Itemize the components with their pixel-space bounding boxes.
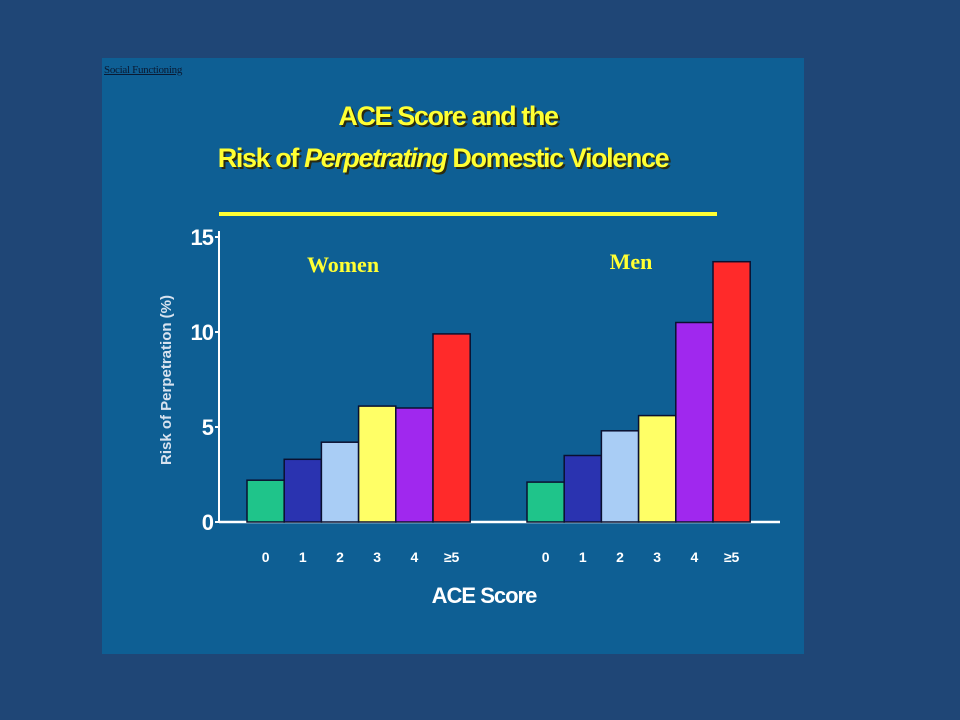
title-emphasis: Perpetrating: [304, 143, 448, 173]
x-tick-label: ≥5: [724, 549, 740, 565]
bar: [600, 430, 640, 523]
x-tick-label: 4: [411, 549, 419, 565]
x-tick-label: ≥5: [444, 549, 460, 565]
bar: [526, 481, 565, 523]
bar: [432, 333, 471, 523]
x-tick-label: 0: [542, 549, 550, 565]
bar: [357, 405, 397, 523]
y-tick-label: 10: [191, 320, 214, 345]
x-tick-label: 0: [262, 549, 270, 565]
bar: [246, 479, 285, 523]
bar: [320, 441, 360, 523]
bar: [283, 458, 323, 523]
chart-title-line-1: ACE Score and the: [338, 101, 559, 131]
bar: [563, 454, 603, 523]
bar: [395, 407, 434, 523]
slide-panel: Social Functioning ACE Score and the Ris…: [102, 58, 804, 654]
x-tick-label: 3: [653, 549, 661, 565]
y-axis-label: Risk of Perpetration (%): [158, 295, 175, 465]
x-tick-label: 1: [299, 549, 307, 565]
x-tick-label: 3: [373, 549, 381, 565]
title-underline: [219, 212, 717, 216]
x-tick-label: 4: [691, 549, 699, 565]
x-axis-label: ACE Score: [432, 583, 537, 608]
bar: [675, 321, 714, 523]
y-tick-label: 0: [202, 510, 214, 535]
group-label: Men: [610, 249, 653, 274]
title-suffix: Domestic Violence: [446, 143, 669, 173]
bar: [712, 260, 751, 523]
chart-title-line-2: Risk of Perpetrating Domestic Violence: [92, 143, 794, 174]
group-label: Women: [307, 252, 379, 277]
bar: [637, 414, 677, 523]
section-tag: Social Functioning: [104, 64, 183, 76]
y-tick-label: 15: [191, 225, 214, 250]
x-tick-label: 2: [336, 549, 344, 565]
title-prefix: Risk of: [217, 143, 305, 173]
y-tick-label: 5: [202, 415, 214, 440]
x-tick-label: 1: [579, 549, 587, 565]
x-tick-label: 2: [616, 549, 624, 565]
